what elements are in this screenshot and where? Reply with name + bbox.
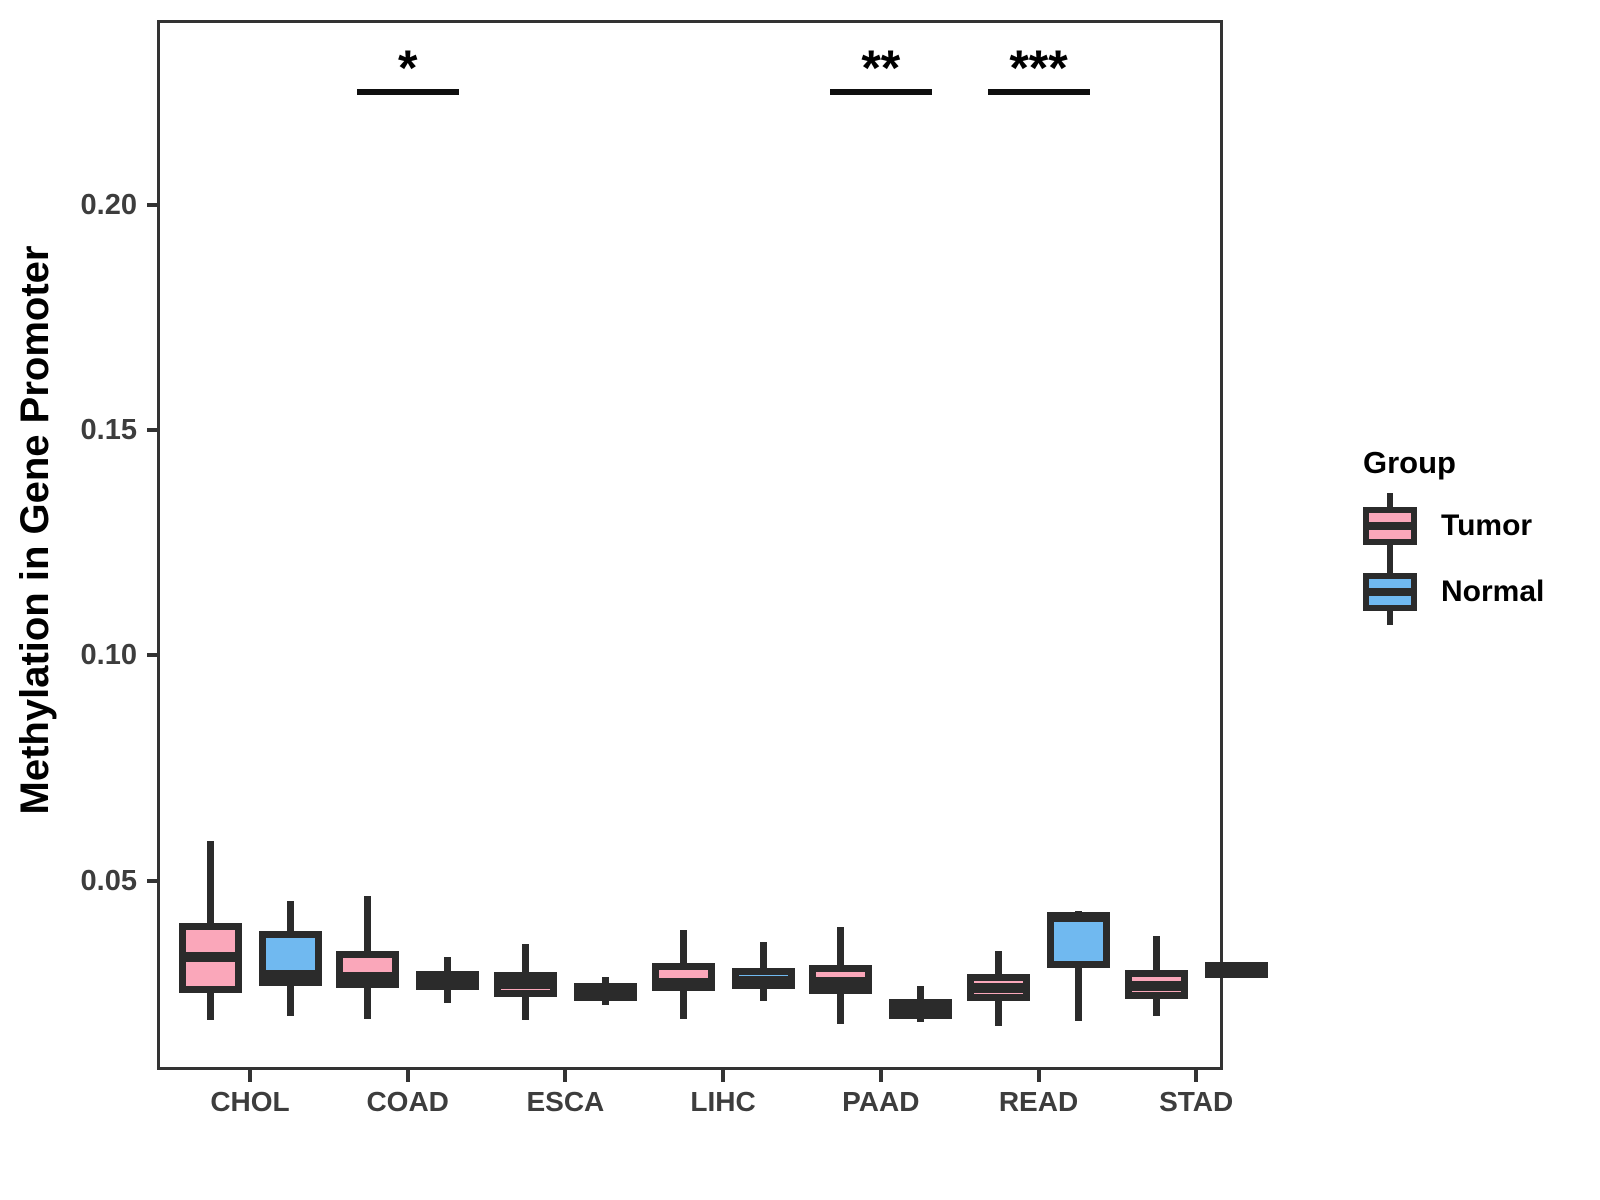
boxplot-median-lihc-tumor (651, 978, 715, 989)
significance-label-coad: * (397, 40, 418, 96)
x-tick-label: LIHC (690, 1086, 756, 1117)
boxplot-median-chol-tumor (178, 952, 242, 963)
y-tick-label: 0.05 (80, 864, 137, 897)
x-tick-label: STAD (1159, 1086, 1234, 1117)
x-tick-mark (1036, 1070, 1041, 1082)
boxplot-median-coad-tumor (336, 972, 400, 983)
significance-bar-paad (829, 89, 932, 95)
boxplot-median-esca-tumor (493, 979, 557, 990)
boxplot-median-coad-normal (416, 975, 480, 986)
x-tick-label: CHOL (210, 1086, 290, 1117)
boxplot-median-read-normal (1047, 912, 1110, 923)
boxplot-median-stad-tumor (1124, 980, 1188, 991)
significance-label-read: *** (1009, 40, 1068, 96)
x-tick-mark (248, 1070, 252, 1082)
significance-bar-coad (356, 89, 459, 95)
x-tick-label: COAD (366, 1086, 449, 1117)
x-tick-mark (405, 1070, 410, 1082)
y-axis-title: Methylation in Gene Promoter (13, 245, 57, 815)
plot-panel (157, 20, 1223, 1070)
boxplot-median-paad-tumor (809, 976, 873, 987)
y-tick-label: 0.15 (80, 414, 137, 447)
x-tick-mark (721, 1070, 726, 1082)
significance-label-paad: ** (861, 40, 901, 96)
x-tick-label: PAAD (842, 1086, 920, 1117)
boxplot-median-esca-normal (573, 987, 637, 998)
boxplot-median-chol-normal (258, 970, 322, 981)
legend-label-tumor: Tumor (1441, 509, 1533, 542)
y-tick-mark (147, 653, 157, 658)
boxplot-median-stad-normal (1204, 961, 1268, 972)
key-median (1363, 522, 1417, 530)
legend: Group Tumor Normal (1363, 445, 1593, 625)
y-tick-mark (147, 202, 157, 207)
legend-item-tumor: Tumor (1363, 493, 1593, 559)
boxplot-median-paad-normal (889, 1004, 953, 1015)
normal-boxplot-key-icon (1363, 559, 1417, 625)
boxplot-box-coad-tumor (336, 951, 400, 988)
y-tick-mark (147, 428, 157, 433)
y-tick-label: 0.20 (80, 188, 137, 221)
legend-label-normal: Normal (1441, 575, 1545, 608)
boxplot-median-read-tumor (967, 982, 1030, 993)
x-tick-mark (1194, 1070, 1199, 1082)
tumor-boxplot-key-icon (1363, 493, 1417, 559)
legend-item-normal: Normal (1363, 559, 1593, 625)
x-tick-label: READ (998, 1086, 1079, 1117)
y-tick-label: 0.10 (80, 639, 137, 672)
x-tick-mark (563, 1070, 568, 1082)
significance-bar-read (987, 89, 1090, 95)
x-tick-label: ESCA (526, 1086, 605, 1117)
boxplot-median-lihc-normal (731, 976, 795, 987)
y-tick-mark (147, 878, 157, 883)
key-median (1363, 588, 1417, 596)
x-tick-mark (878, 1070, 883, 1082)
boxplot-box-read-normal (1047, 914, 1110, 969)
legend-title: Group (1363, 445, 1456, 480)
